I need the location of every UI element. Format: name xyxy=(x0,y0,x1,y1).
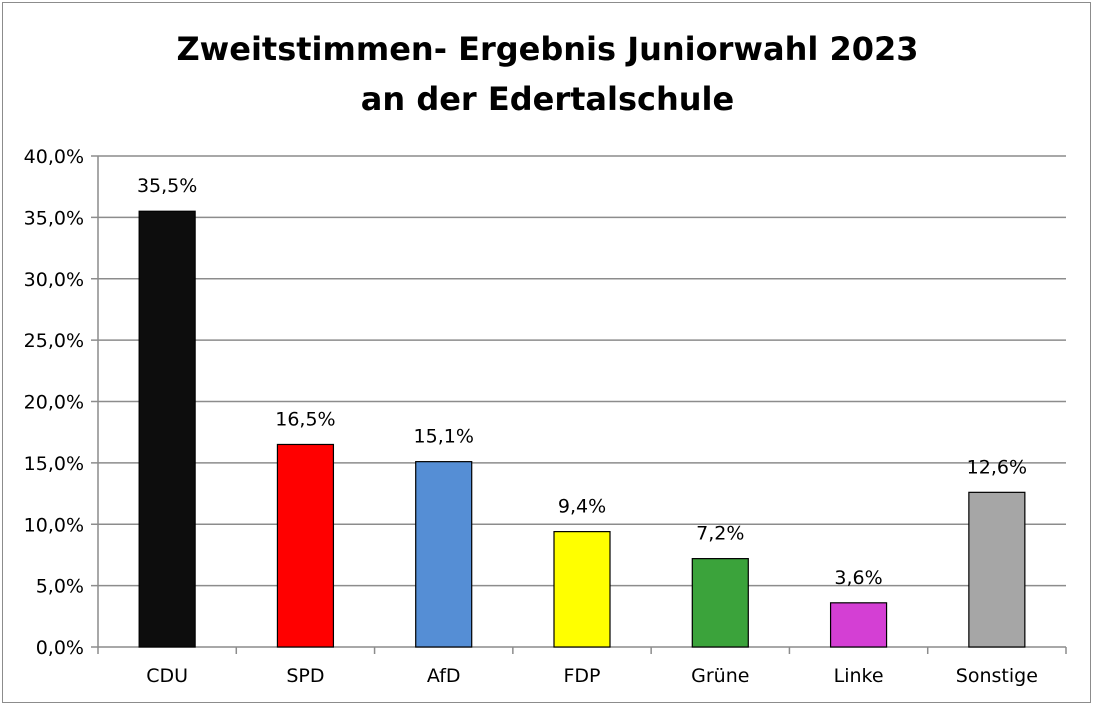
bar-afd xyxy=(415,461,473,648)
data-label-spd: 16,5% xyxy=(275,408,335,430)
y-tick-label: 30,0% xyxy=(24,269,84,291)
y-tick-label: 20,0% xyxy=(24,392,84,414)
bar-spd xyxy=(276,443,335,648)
category-label-cdu: CDU xyxy=(146,665,188,687)
y-tick-label: 10,0% xyxy=(24,514,84,536)
y-tick-label: 35,0% xyxy=(24,207,84,229)
y-tick-label: 5,0% xyxy=(36,576,84,598)
data-label-linke: 3,6% xyxy=(834,567,882,589)
gridlines xyxy=(98,155,1066,587)
chart-title-line-2: an der Edertalschule xyxy=(360,80,735,118)
y-tick-label: 15,0% xyxy=(24,453,84,475)
category-label-spd: SPD xyxy=(286,665,324,687)
bar-gr-ne xyxy=(691,558,749,648)
y-tick-label: 0,0% xyxy=(36,637,84,659)
category-label-linke: Linke xyxy=(834,665,884,687)
y-tick-label: 25,0% xyxy=(24,330,84,352)
data-label-afd: 15,1% xyxy=(414,426,474,448)
data-label-gr-ne: 7,2% xyxy=(696,523,744,545)
category-label-afd: AfD xyxy=(427,665,461,687)
data-label-fdp: 9,4% xyxy=(558,496,606,518)
labels: 0,0% 5,0% 10,0% 15,0% 20,0% 25,0% 30,0% 35,0% 40… xyxy=(24,146,1038,687)
category-label-fdp: FDP xyxy=(563,665,600,687)
bar-fdp xyxy=(553,531,611,648)
bar-sonstige xyxy=(968,491,1026,648)
chart-title-line-1: Zweitstimmen- Ergebnis Juniorwahl 2023 xyxy=(176,30,919,68)
bars xyxy=(138,210,1026,648)
bar-linke xyxy=(829,602,888,648)
category-label-sonstige: Sonstige xyxy=(956,665,1038,687)
chart-title: Zweitstimmen- Ergebnis Juniorwahl 2023 a… xyxy=(0,24,1095,124)
bar-cdu xyxy=(138,210,196,648)
data-label-cdu: 35,5% xyxy=(137,175,197,197)
category-label-gr-ne: Grüne xyxy=(691,665,749,687)
y-tick-label: 40,0% xyxy=(24,146,84,168)
data-label-sonstige: 12,6% xyxy=(967,456,1027,478)
